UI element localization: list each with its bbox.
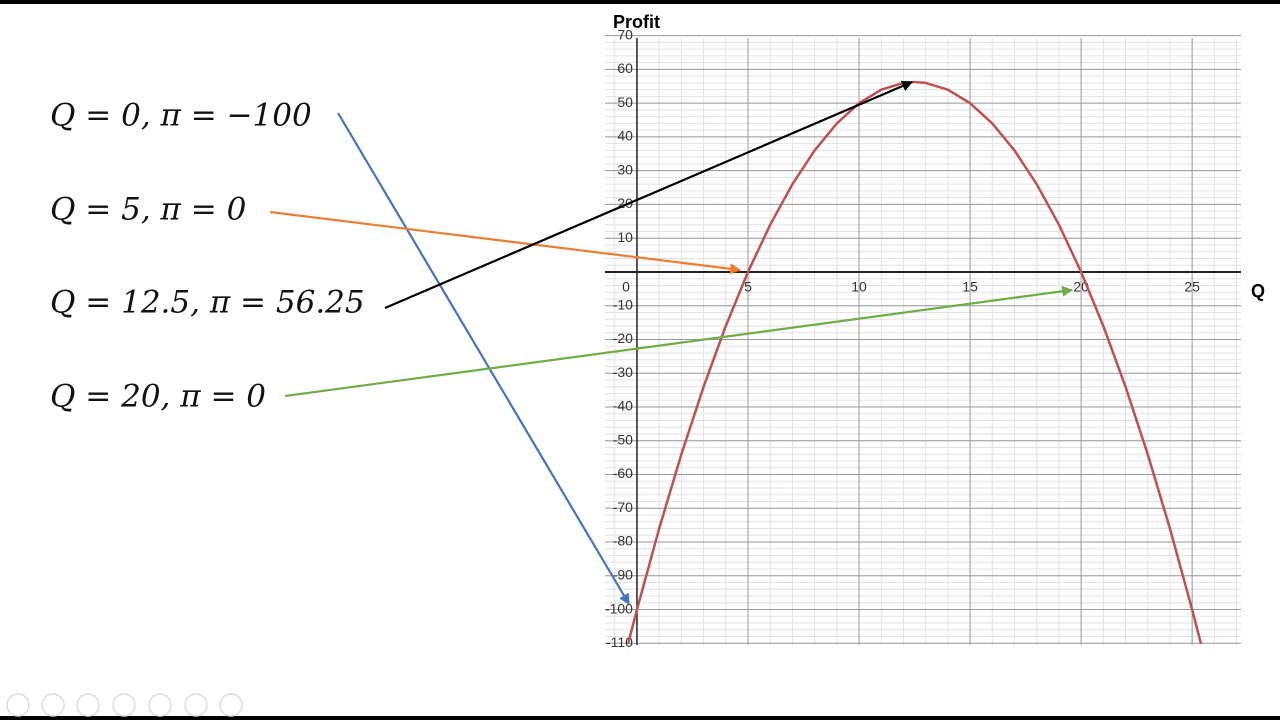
annotation-text: Q = 5, π = 0 <box>50 192 246 228</box>
y-axis-label: Profit <box>613 12 660 32</box>
toolbar-button[interactable] <box>219 693 243 717</box>
y-tick-label: -70 <box>613 499 633 515</box>
x-axis-label: Q <box>1251 281 1265 301</box>
y-tick-label: -20 <box>613 330 633 346</box>
toolbar-button[interactable] <box>184 693 208 717</box>
annotation-arrow <box>284 285 1074 398</box>
y-tick-label: 70 <box>617 26 633 42</box>
y-tick-label: 10 <box>617 229 633 245</box>
y-tick-label: -110 <box>606 634 633 650</box>
x-tick-label: 25 <box>1184 279 1200 295</box>
bottom-border <box>0 716 1280 720</box>
x-tick-label: 15 <box>962 279 978 295</box>
plot <box>626 80 1203 645</box>
y-tick-label: 30 <box>617 161 633 177</box>
toolbar-button[interactable] <box>41 693 65 717</box>
y-tick-label: -50 <box>613 431 633 447</box>
annotation-text: Q = 0, π = −100 <box>50 98 312 134</box>
annotation-arrow <box>384 80 914 310</box>
y-tick-label: 60 <box>617 60 633 76</box>
toolbar-button[interactable] <box>6 693 30 717</box>
annotation-arrow <box>269 210 742 275</box>
toolbar-button[interactable] <box>148 693 172 717</box>
y-tick-label: -80 <box>613 533 633 549</box>
annotations: Q = 0, π = −100 Q = 5, π = 0 Q = 12.5, π =… <box>50 80 1074 605</box>
y-tick-label: -40 <box>613 398 633 414</box>
x-tick-label: 10 <box>851 279 867 295</box>
y-tick-label: 50 <box>617 94 633 110</box>
y-tick-label: 40 <box>617 128 633 144</box>
y-tick-label: -30 <box>613 364 633 380</box>
toolbar-button[interactable] <box>112 693 136 717</box>
x-tick-label: 0 <box>622 279 630 295</box>
toolbar <box>6 693 243 717</box>
annotation-arrow <box>337 112 630 605</box>
top-border <box>0 0 1280 4</box>
grid: 0 5 10 15 20 25-110-100-90-80-70-60-50-40-30-… <box>605 26 1241 650</box>
plot-background <box>605 38 1241 645</box>
toolbar-button[interactable] <box>76 693 100 717</box>
annotation-text: Q = 12.5, π = 56.25 <box>50 285 365 321</box>
x-tick-label: 5 <box>744 279 752 295</box>
y-tick-label: -60 <box>613 465 633 481</box>
annotation-text: Q = 20, π = 0 <box>50 379 266 415</box>
profit-curve <box>626 80 1203 645</box>
y-tick-label: -10 <box>613 296 633 312</box>
y-tick-label: -90 <box>613 566 633 582</box>
